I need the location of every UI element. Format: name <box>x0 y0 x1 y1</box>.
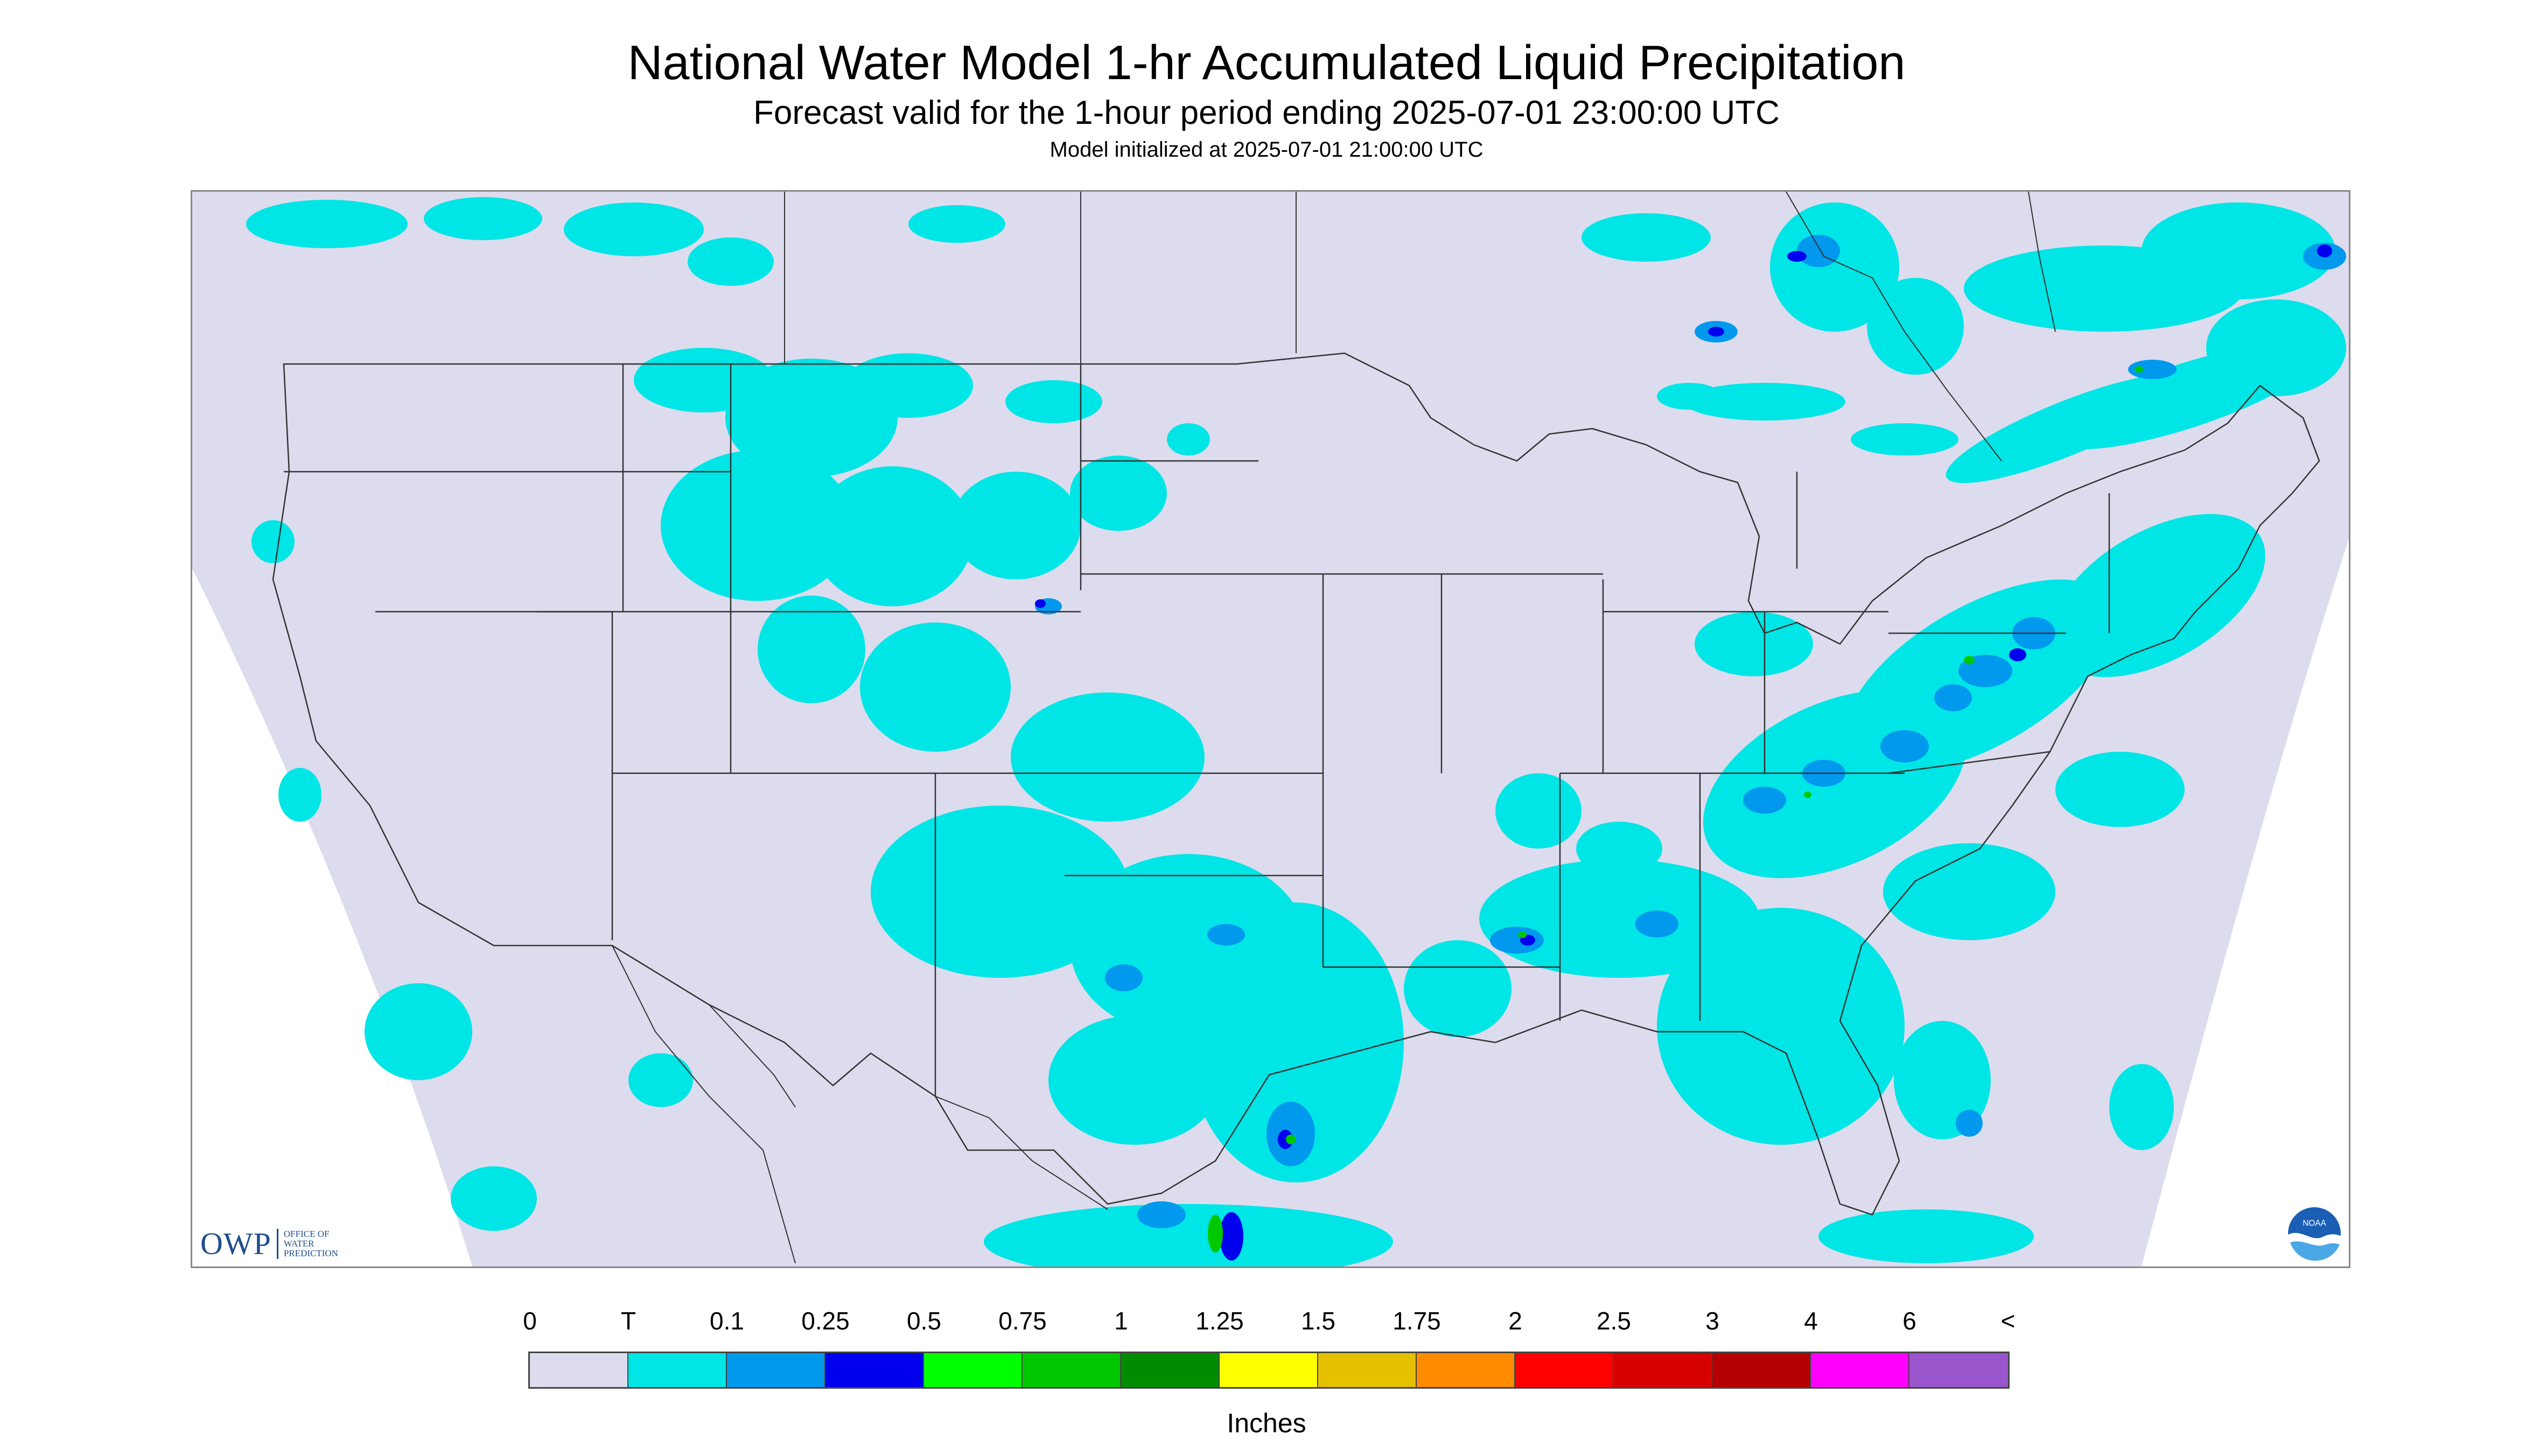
owp-logo-text: OFFICE OF WATER PREDICTION <box>284 1229 338 1258</box>
noaa-logo: NOAA <box>2288 1207 2341 1261</box>
map-canvas <box>192 192 2349 1266</box>
legend-label: 0.75 <box>998 1307 1047 1335</box>
legend-swatch <box>825 1353 924 1387</box>
model-init-note: Model initialized at 2025-07-01 21:00:00… <box>1049 138 1484 162</box>
legend-swatch <box>1023 1353 1121 1387</box>
legend-label: 0.5 <box>907 1307 941 1335</box>
legend-swatch <box>924 1353 1023 1387</box>
legend-swatch <box>628 1353 727 1387</box>
legend-swatch <box>1121 1353 1220 1387</box>
legend-swatch <box>1614 1353 1712 1387</box>
legend-colorbar <box>528 1352 2010 1389</box>
legend-label: 3 <box>1705 1307 1719 1335</box>
legend-swatch <box>1712 1353 1811 1387</box>
state-boundaries <box>272 352 2320 1216</box>
legend-label: 2.5 <box>1597 1307 1631 1335</box>
legend-label: 1.75 <box>1393 1307 1441 1335</box>
legend-swatch <box>1909 1353 2008 1387</box>
legend-swatch <box>1220 1353 1318 1387</box>
noaa-logo-text: NOAA <box>2303 1219 2326 1228</box>
legend-swatch <box>1811 1353 1909 1387</box>
legend-label: 0.1 <box>710 1307 744 1335</box>
legend-label: 1 <box>1114 1307 1128 1335</box>
legend-swatch <box>530 1353 628 1387</box>
conus-outline <box>272 352 2320 1216</box>
owp-logo-line: PREDICTION <box>283 1248 338 1258</box>
international-boundaries <box>612 192 2056 1264</box>
forecast-valid-subtitle: Forecast valid for the 1-hour period end… <box>753 94 1780 131</box>
legend-swatch <box>1515 1353 1614 1387</box>
legend-label: 2 <box>1508 1307 1522 1335</box>
legend-swatch <box>727 1353 825 1387</box>
legend-label: 1.25 <box>1195 1307 1244 1335</box>
legend-units: Inches <box>1227 1408 1306 1438</box>
legend-label: 0.25 <box>801 1307 850 1335</box>
legend-swatch <box>1417 1353 1515 1387</box>
legend-label: 4 <box>1804 1307 1818 1335</box>
legend-label: 0 <box>523 1307 537 1335</box>
legend-label: < <box>2000 1307 2016 1335</box>
owp-logo-mark: OWP <box>200 1226 271 1261</box>
map-title: National Water Model 1-hr Accumulated Li… <box>627 36 1906 90</box>
owp-logo: OWP OFFICE OF WATER PREDICTION <box>200 1226 338 1262</box>
legend-swatch <box>1318 1353 1417 1387</box>
owp-logo-line: OFFICE OF <box>283 1228 330 1239</box>
owp-logo-line: WATER <box>283 1238 314 1249</box>
legend-label: T <box>620 1307 636 1335</box>
precip-trace-areas <box>246 197 2346 1266</box>
precipitation-map <box>191 190 2350 1268</box>
legend-label: 6 <box>1902 1307 1916 1335</box>
legend-label: 1.5 <box>1301 1307 1335 1335</box>
precip-intense-cores <box>1208 366 2143 1252</box>
owp-logo-divider <box>276 1228 278 1259</box>
